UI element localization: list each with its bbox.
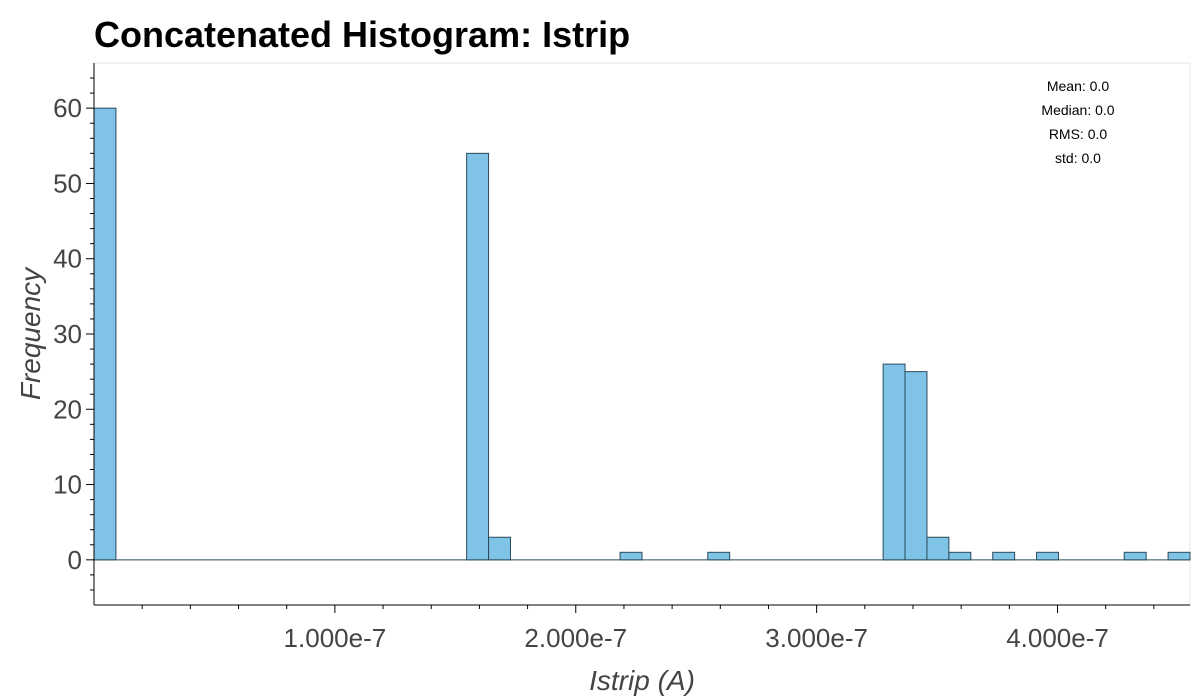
histogram-bar	[93, 107, 117, 561]
histogram-bar	[948, 551, 972, 561]
y-tick-label: 30	[53, 319, 82, 349]
y-axis-title: Frequency	[15, 266, 46, 400]
y-tick-label: 60	[53, 93, 82, 123]
y-tick-label: 50	[53, 168, 82, 198]
chart-title: Concatenated Histogram: Istrip	[94, 14, 631, 55]
plot-frame	[93, 62, 1191, 606]
histogram-bar	[1036, 551, 1059, 561]
x-tick-label: 3.000e-7	[765, 623, 868, 653]
y-tick-label: 0	[68, 545, 82, 575]
y-tick-label: 20	[53, 394, 82, 424]
histogram-bar	[1167, 551, 1191, 561]
x-tick-label: 4.000e-7	[1006, 623, 1109, 653]
stats-annotation-line: Median: 0.0	[1041, 102, 1114, 118]
stats-annotation-line: Mean: 0.0	[1047, 78, 1109, 94]
y-tick-label: 10	[53, 470, 82, 500]
x-tick-label: 2.000e-7	[524, 623, 627, 653]
stats-annotation-line: RMS: 0.0	[1049, 126, 1108, 142]
histogram-bar	[466, 152, 490, 561]
y-tick-label: 40	[53, 244, 82, 274]
histogram-bar	[882, 363, 906, 561]
histogram-bar	[488, 536, 511, 561]
stats-annotation-line: std: 0.0	[1055, 150, 1101, 166]
histogram-bar	[707, 551, 731, 561]
x-axis-title: Istrip (A)	[589, 665, 695, 696]
histogram-bar	[992, 551, 1016, 561]
histogram-bar	[904, 371, 928, 561]
histogram-bar	[619, 551, 643, 561]
histogram-bar	[926, 536, 950, 561]
x-tick-label: 1.000e-7	[284, 623, 387, 653]
histogram-bar	[1123, 551, 1147, 561]
